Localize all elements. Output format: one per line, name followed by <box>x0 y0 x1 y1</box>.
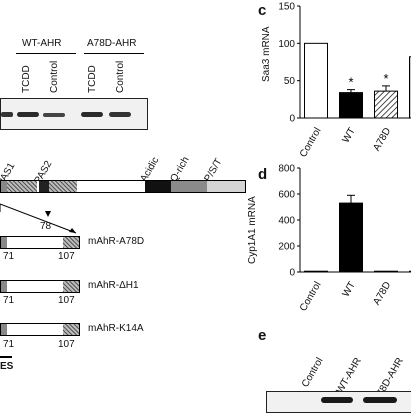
y-tick-label: 800 <box>278 164 295 175</box>
y-tick-label: 400 <box>278 216 295 227</box>
y-tick-label: 200 <box>278 242 295 253</box>
western-blot-e <box>266 391 411 413</box>
y-tick-label: 0 <box>289 268 295 279</box>
blot-band <box>363 397 397 403</box>
panel-label-e: e <box>258 327 266 344</box>
bar-a78d <box>375 271 398 272</box>
blot-band <box>321 397 353 403</box>
bar-wt <box>340 203 363 272</box>
y-tick-label: 600 <box>278 190 295 201</box>
bar-control <box>305 271 328 272</box>
